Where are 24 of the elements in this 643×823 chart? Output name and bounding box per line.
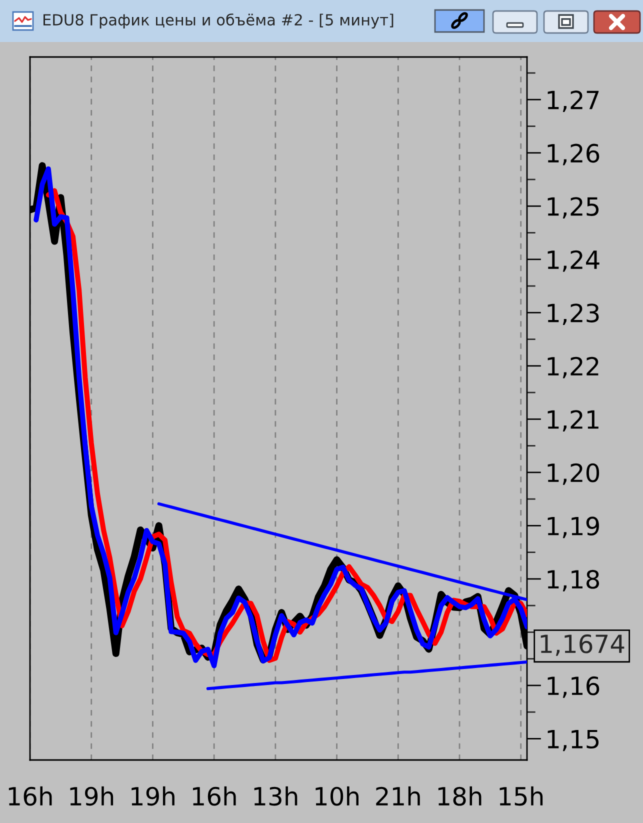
x-tick-label: 21h [376, 786, 420, 806]
x-tick-label: 16h [8, 786, 52, 806]
y-tick-label: 1,26 [548, 144, 600, 166]
x-tick-label: 19h [70, 786, 114, 806]
y-tick-label: 1,19 [548, 516, 599, 538]
y-tick-label: 1,27 [548, 90, 599, 112]
y-tick-label: 1,20 [548, 463, 600, 485]
y-tick-label: 1,16 [548, 676, 600, 698]
text: 1,1674 [540, 634, 624, 656]
y-tick-label: 1,22 [548, 356, 598, 378]
y-tick-label: 1,18 [548, 570, 600, 592]
x-tick-label: 19h [132, 786, 174, 806]
line-series [206, 660, 527, 690]
y-tick-label: 1,21 [548, 410, 598, 432]
x-tick-label: 15h [500, 786, 543, 806]
x-tick-label: 13h [254, 786, 298, 806]
x-tick-label: 18h [438, 786, 482, 806]
y-tick-label: 1,23 [548, 304, 599, 326]
y-tick-label: 1,24 [548, 250, 600, 272]
y-tick-label: 1,15 [548, 730, 599, 752]
x-tick-label: 10h [316, 786, 358, 806]
chart-title: EDU8 График цены и объёма #2 - [5 минут] [44, 13, 394, 29]
y-tick-label: 1,25 [548, 197, 599, 219]
x-tick-label: 16h [192, 786, 236, 806]
